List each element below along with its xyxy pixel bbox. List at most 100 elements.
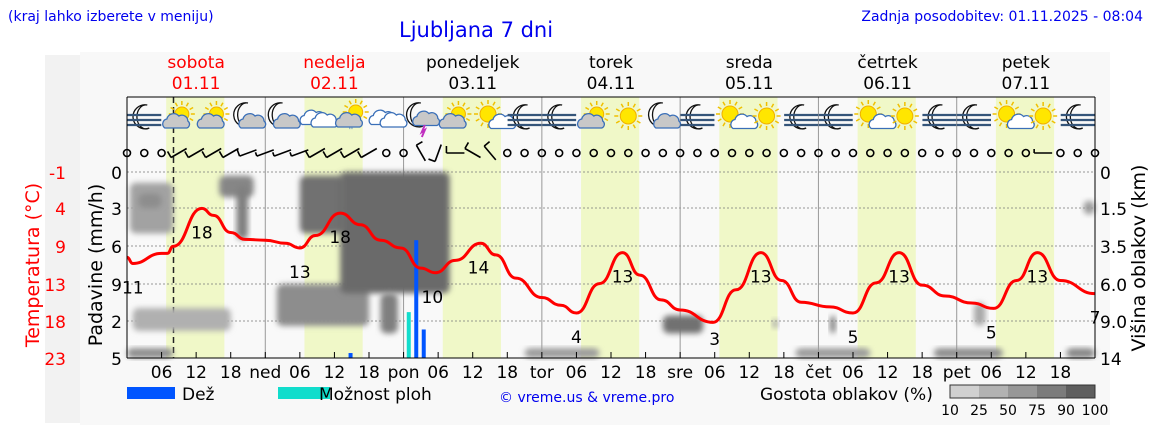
rain-bar [348,353,353,358]
sun-icon [614,102,643,130]
wind-barb [305,147,326,159]
copyright-link[interactable]: © vreme.us & vreme.pro [499,390,674,406]
cloud-axis-title: Višina oblakov (km) [1128,165,1150,352]
barb-tick [254,152,258,157]
cloud-height-tick: 3.5 [1100,238,1127,258]
cloud-blob [1066,348,1095,358]
x-tick-label: ned [249,363,281,383]
sun-ray [754,120,759,124]
sun-disc [758,107,776,125]
wind-barbs [122,140,1100,163]
calm-wind-marker [917,148,927,158]
legend-showers-label: Možnost ploh [319,385,432,405]
sun-ray [174,102,179,107]
sun-icon [1029,102,1058,130]
moon-fog-icon [507,104,542,130]
sun-ray [344,104,349,109]
x-tick-label: 12 [324,363,346,383]
sun-icon [752,102,781,130]
sun-ray [589,102,593,107]
barb-staff [291,149,309,157]
sun-ray [615,120,621,124]
wind-barb [254,149,275,157]
sun-ray [462,102,466,107]
sun-ray [994,118,999,122]
calm-wind-marker [675,148,685,158]
sun-cloud-icon [162,101,195,129]
calm-wind-marker [139,148,149,158]
density-swatch [950,385,979,398]
precip-tick: 0 [111,164,122,184]
cloudy-icon [368,109,408,128]
calm-wind-marker [969,148,979,158]
precip-tick: 9 [111,276,122,296]
sun-ray [348,100,352,105]
location-hint[interactable]: (kraj lahko izberete v meniju) [8,9,214,25]
moon [962,104,980,130]
wind-barb [483,140,497,161]
sun-ray [994,106,999,110]
calm-wind-marker [986,148,996,158]
last-updated: Zadnja posodobitev: 01.11.2025 - 08:04 [861,9,1143,25]
sun-ray [717,118,722,122]
moon-fog-icon [127,104,162,130]
day-name: četrtek [857,53,918,73]
sun-cloud-icon [576,101,610,129]
x-tick-label: sre [667,363,693,383]
barb-tick [236,149,241,157]
sun-ray [1051,108,1056,112]
precip-tick: 6 [111,238,122,258]
temperature-label: 5 [848,328,859,348]
sun-ray [1030,120,1035,124]
daylight-band [719,97,778,358]
temperature-tick: 18 [44,313,66,333]
rain-bar [414,240,419,358]
temperature-label: 13 [888,268,910,288]
calm-wind-marker [589,148,599,158]
sun-cloud-drizzle-icon: '' [334,99,369,135]
sun-ray [909,124,913,129]
density-swatch [1066,385,1095,398]
sun-disc [619,107,637,125]
cloud-height-tick: 6.0 [1100,276,1127,296]
cloud [412,110,441,127]
calm-wind-marker [1056,148,1065,158]
axes: 06 12 18 ned 06 12 18 pon 06 12 18 tor 06 12 18 sre 06 12… [44,96,1127,383]
temp-axis-panel [45,55,80,423]
precip-tick: 2 [111,313,122,333]
day-name: ponedeljek [426,53,520,73]
sun-ray [600,102,604,107]
x-tick-label: 06 [704,363,726,383]
calm-wind-marker [814,148,823,158]
showers-bar [406,312,411,358]
cloud-blob [129,182,174,234]
sun-ray [1014,106,1020,110]
barb-staff [326,147,343,159]
wind-barb [201,147,222,159]
calm-wind-marker [935,148,944,158]
wind-barb [357,147,378,159]
sun-ray [722,101,726,106]
cloud-blob [236,186,248,240]
barb-staff [415,144,427,162]
day-date: 04.11 [587,74,636,94]
sun-ray [897,124,901,129]
barb-staff [222,147,239,159]
temperature-label: 4 [571,328,582,348]
barb-staff [483,145,497,161]
day-date: 01.11 [172,74,221,94]
sun-ray [465,117,471,122]
calm-wind-marker [865,148,875,158]
sun-ray [170,106,175,111]
calm-wind-marker [606,148,616,158]
cloud [379,112,408,128]
cloud [438,113,467,129]
density-tick: 50 [999,403,1017,419]
calm-wind-marker [727,148,737,158]
calm-wind-marker [693,148,702,158]
calm-wind-marker [641,148,650,158]
cloud [162,113,191,129]
sun-ray [496,106,501,110]
x-tick-label: 18 [1050,363,1072,383]
day-name: nedelja [303,53,365,73]
